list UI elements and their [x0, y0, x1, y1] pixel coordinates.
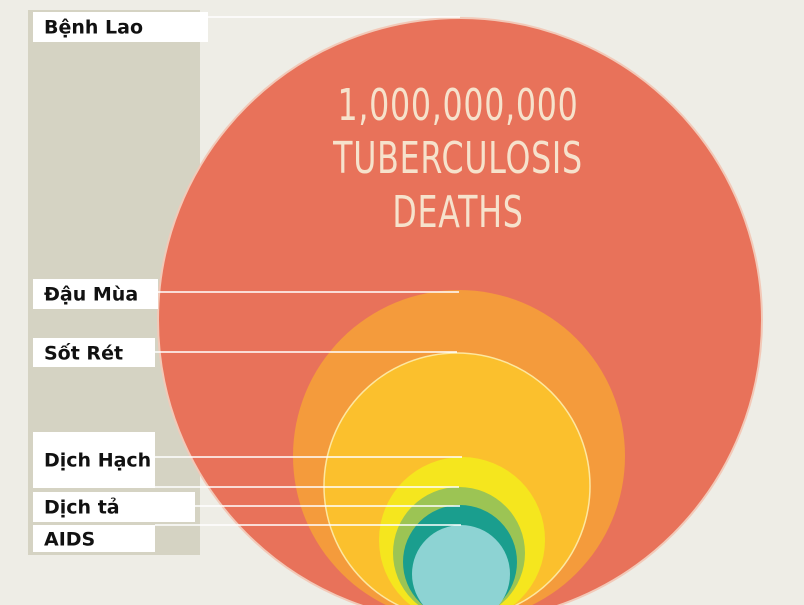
aids-circle — [412, 525, 510, 605]
disease-label: Dịch Hạch — [44, 450, 151, 472]
headline-line: 1,000,000,000 — [337, 80, 578, 132]
headline-line: DEATHS — [392, 187, 523, 239]
label-box — [33, 279, 158, 309]
label-box — [33, 492, 195, 522]
headline-line: TUBERCULOSIS — [332, 133, 582, 185]
label-box — [33, 525, 155, 552]
label-box — [33, 12, 208, 42]
headline: 1,000,000,000 TUBERCULOSIS DEATHS — [332, 80, 582, 239]
disease-label: Đậu Mùa — [44, 284, 138, 306]
label-box — [33, 432, 155, 488]
disease-label: AIDS — [44, 529, 95, 551]
label-box — [33, 338, 155, 367]
disease-label: Bệnh Lao — [44, 17, 143, 39]
disease-label: Sốt Rét — [44, 342, 123, 365]
disease-label: Dịch tả — [44, 497, 120, 519]
